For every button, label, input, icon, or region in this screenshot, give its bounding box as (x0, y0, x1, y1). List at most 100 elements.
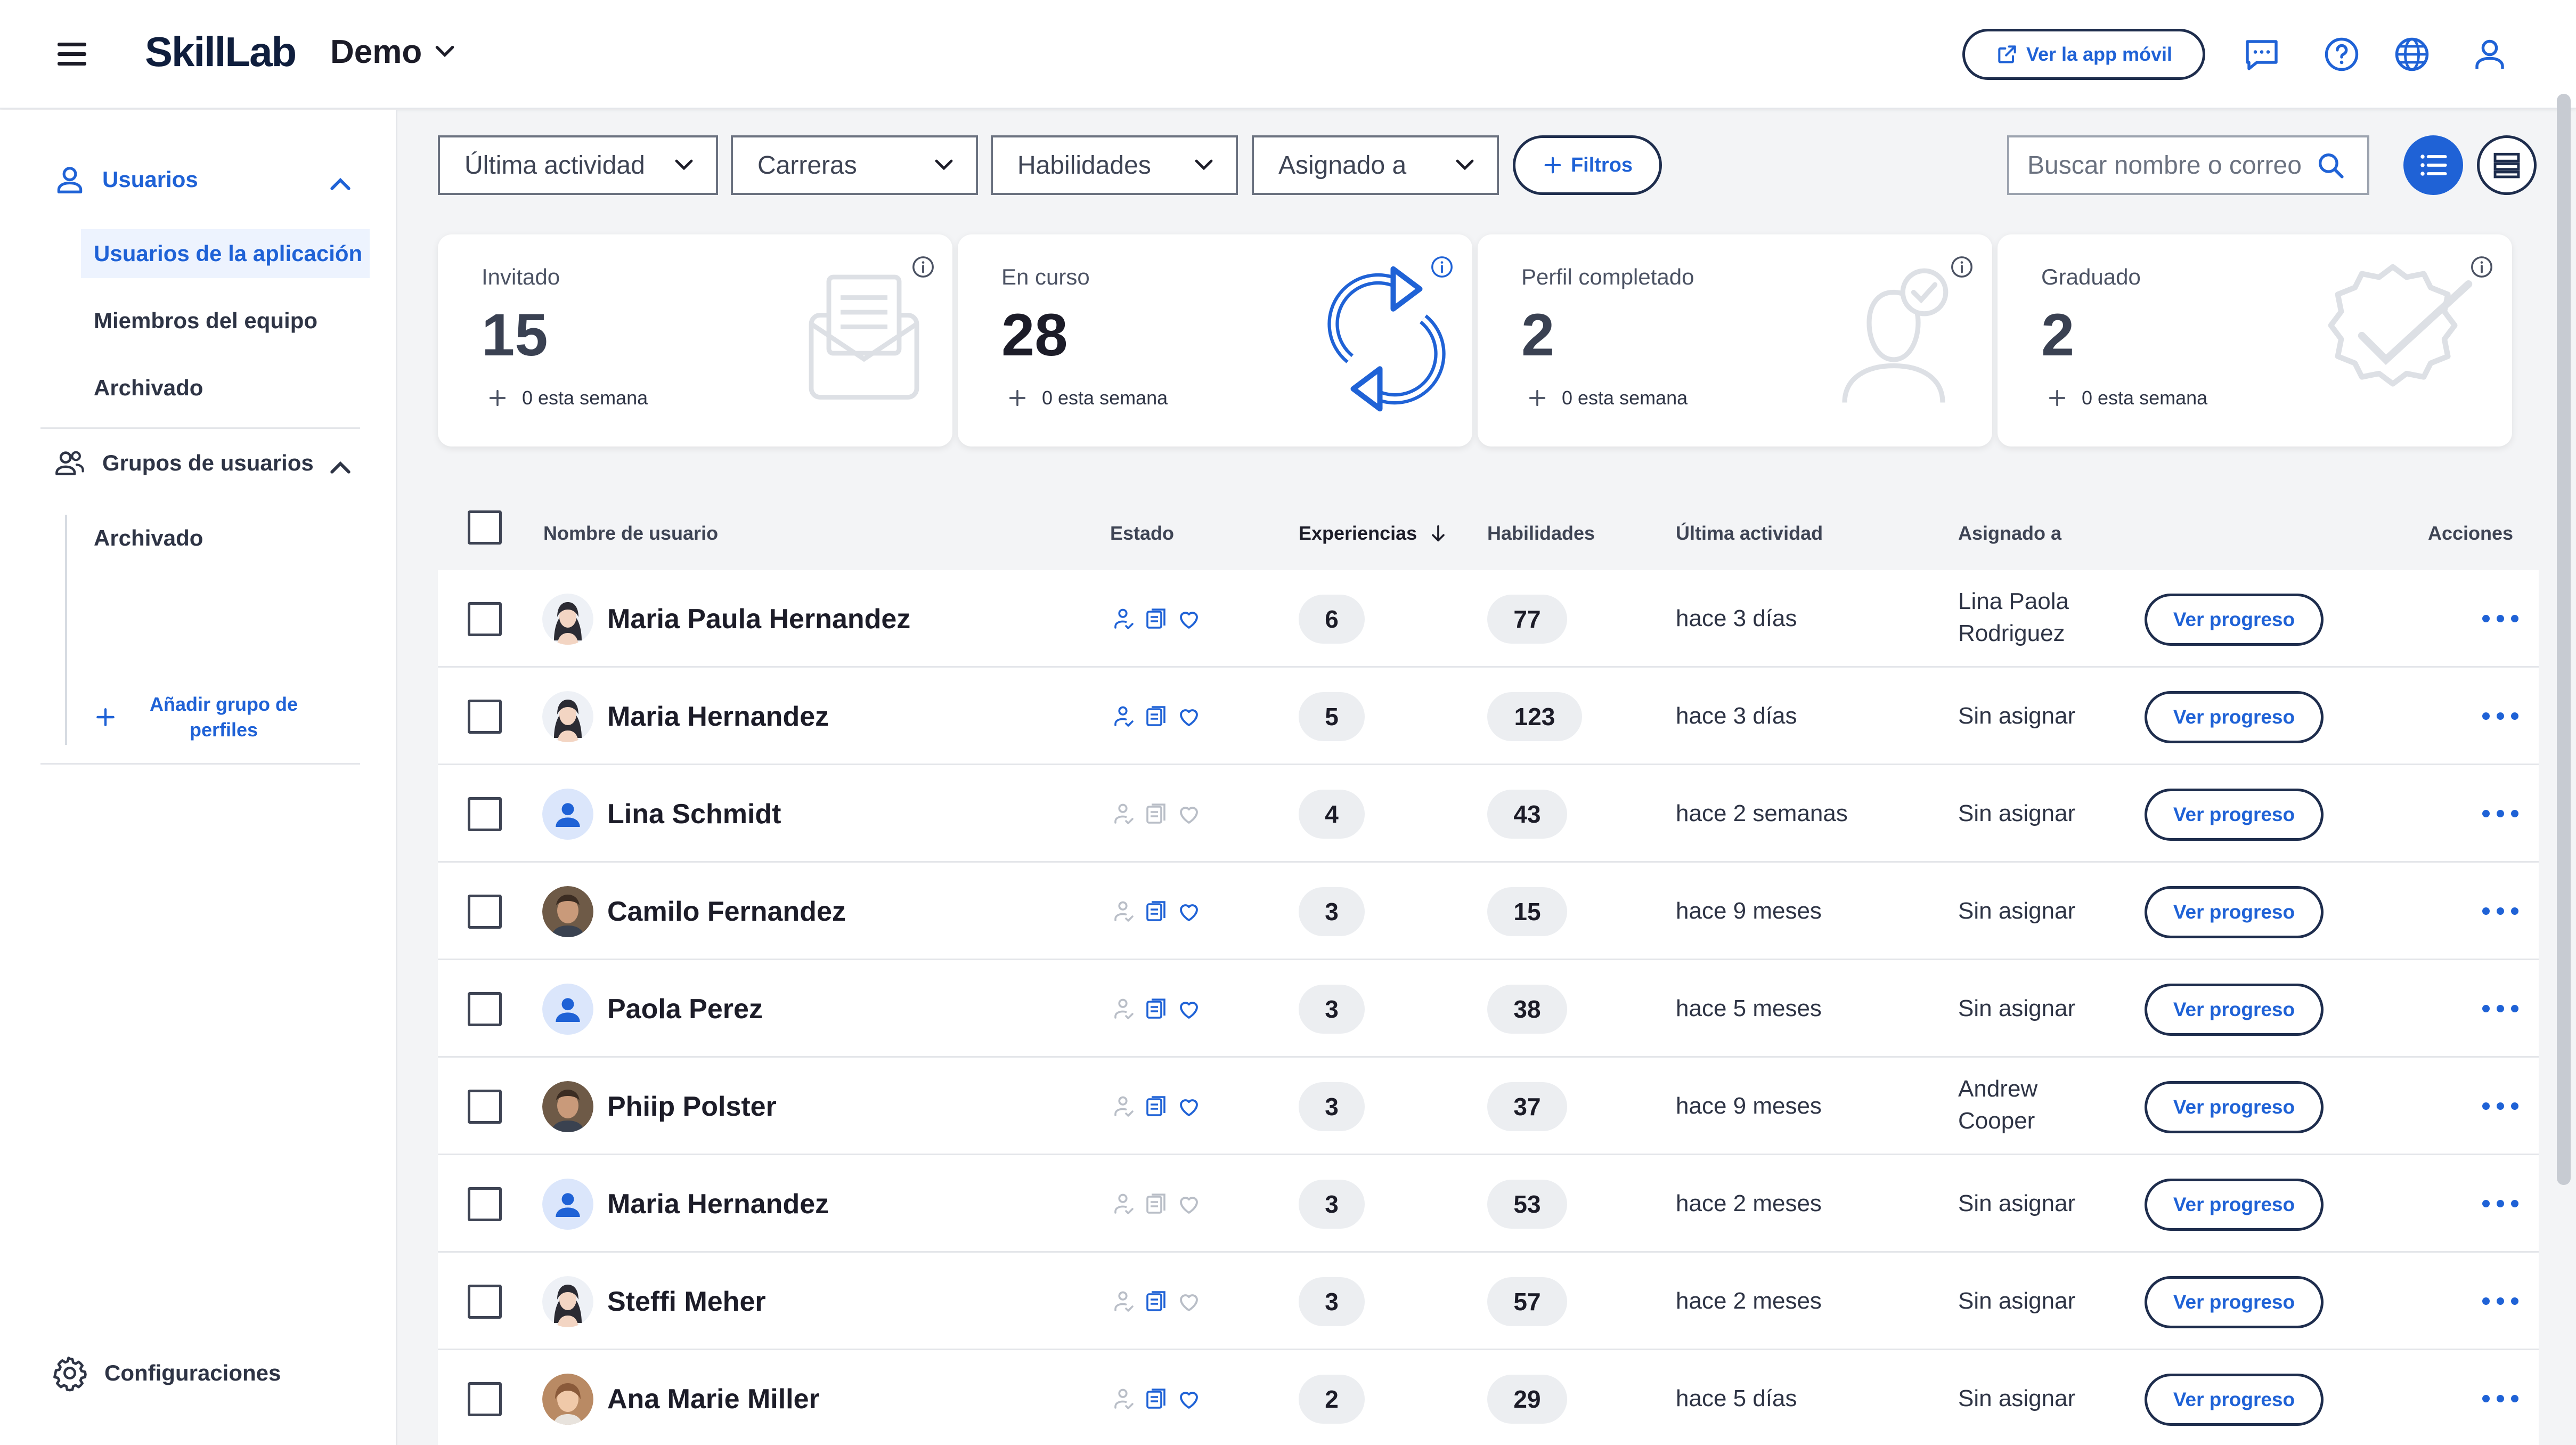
user-name[interactable]: Phiip Polster (607, 1091, 777, 1122)
row-checkbox[interactable] (468, 1382, 502, 1416)
more-actions-icon[interactable] (2482, 806, 2518, 822)
view-progress-button[interactable]: Ver progreso (2145, 1081, 2324, 1133)
sidebar-section-users[interactable]: Usuarios (53, 163, 198, 196)
row-checkbox[interactable] (468, 992, 502, 1026)
stat-card-invited[interactable]: Invitado 15 0 esta semana (438, 234, 952, 447)
sidebar-item-label: Archivado (94, 375, 203, 400)
select-all-checkbox[interactable] (468, 510, 502, 545)
more-actions-icon[interactable] (2482, 1098, 2518, 1114)
card-view-toggle[interactable] (2477, 135, 2537, 195)
person-check-icon (1114, 706, 1134, 727)
row-checkbox[interactable] (468, 797, 502, 831)
row-checkbox[interactable] (468, 1090, 502, 1124)
row-checkbox[interactable] (468, 602, 502, 636)
info-icon[interactable] (1430, 255, 1454, 279)
user-name[interactable]: Steffi Meher (607, 1286, 766, 1317)
column-header-experiences[interactable]: Experiencias (1299, 522, 1449, 545)
assigned-to: Sin asignar (1958, 1385, 2076, 1411)
filter-last-activity[interactable]: Última actividad (438, 135, 718, 195)
more-actions-icon[interactable] (2482, 1196, 2518, 1212)
more-actions-icon[interactable] (2482, 611, 2518, 627)
user-name[interactable]: Lina Schmidt (607, 799, 781, 830)
settings-link[interactable]: Configuraciones (51, 1354, 281, 1392)
stat-card-profile-complete[interactable]: Perfil completado 2 0 esta semana (1478, 234, 1992, 447)
sidebar-item-team-members[interactable]: Miembros del equipo (81, 296, 370, 345)
globe-icon[interactable] (2390, 32, 2434, 77)
table-row[interactable]: Maria Hernandez 3 53 hace 2 meses Sin asigna… (438, 1155, 2539, 1253)
row-checkbox[interactable] (468, 895, 502, 929)
column-header-last-activity[interactable]: Última actividad (1676, 522, 1823, 544)
scrollbar-thumb[interactable] (2557, 94, 2571, 1185)
more-actions-icon[interactable] (2482, 1391, 2518, 1407)
table-row[interactable]: Phiip Polster 3 37 hace 9 meses Andrew Cooper… (438, 1058, 2539, 1155)
view-progress-button[interactable]: Ver progreso (2145, 1276, 2324, 1328)
user-name[interactable]: Paola Perez (607, 994, 763, 1025)
more-filters-button[interactable]: Filtros (1513, 135, 1662, 195)
mobile-app-button[interactable]: Ver la app móvil (1962, 29, 2205, 80)
view-progress-button[interactable]: Ver progreso (2145, 886, 2324, 938)
more-actions-icon[interactable] (2482, 1001, 2518, 1017)
table-row[interactable]: Camilo Fernandez 3 15 hace 9 meses Sin asign… (438, 863, 2539, 960)
column-header-skills[interactable]: Habilidades (1487, 522, 1595, 544)
avatar (542, 1179, 593, 1230)
chat-icon[interactable] (2239, 32, 2284, 77)
stat-card-in-progress[interactable]: En curso 28 0 esta semana (958, 234, 1472, 447)
table-row[interactable]: Lina Schmidt 4 43 hace 2 semanas Sin asignar… (438, 765, 2539, 863)
more-actions-icon[interactable] (2482, 903, 2518, 919)
last-activity: hace 2 semanas (1676, 800, 1848, 826)
stat-card-graduated[interactable]: Graduado 2 0 esta semana (1998, 234, 2512, 447)
menu-icon[interactable] (58, 43, 86, 66)
stat-value: 28 (1001, 302, 1068, 368)
view-progress-button[interactable]: Ver progreso (2145, 594, 2324, 646)
row-checkbox[interactable] (468, 700, 502, 734)
search-input[interactable] (2027, 150, 2304, 180)
search-icon[interactable] (2315, 150, 2346, 181)
more-actions-icon[interactable] (2482, 708, 2518, 724)
view-progress-button[interactable]: Ver progreso (2145, 789, 2324, 841)
user-name[interactable]: Maria Hernandez (607, 1189, 829, 1220)
info-icon[interactable] (1950, 255, 1974, 279)
table-row[interactable]: Ana Marie Miller 2 29 hace 5 días Sin asigna… (438, 1350, 2539, 1445)
list-view-toggle[interactable] (2403, 135, 2463, 195)
plus-icon (2049, 389, 2066, 407)
sidebar-item-archived-groups[interactable]: Archivado (81, 514, 370, 563)
assigned-to: Sin asignar (1958, 995, 2076, 1021)
view-progress-button[interactable]: Ver progreso (2145, 1374, 2324, 1426)
sidebar-item-archived-users[interactable]: Archivado (81, 363, 370, 412)
view-progress-button[interactable]: Ver progreso (2145, 691, 2324, 743)
column-header-status[interactable]: Estado (1110, 522, 1175, 544)
filter-careers[interactable]: Carreras (731, 135, 978, 195)
experiences-count: 3 (1299, 887, 1365, 936)
filter-skills[interactable]: Habilidades (991, 135, 1238, 195)
user-name[interactable]: Maria Paula Hernandez (607, 604, 911, 635)
chevron-up-icon[interactable] (326, 171, 355, 199)
chevron-up-icon[interactable] (326, 454, 355, 483)
assigned-to: Sin asignar (1958, 1190, 2076, 1216)
view-progress-button[interactable]: Ver progreso (2145, 1179, 2324, 1231)
row-checkbox[interactable] (468, 1187, 502, 1221)
sidebar-section-groups[interactable]: Grupos de usuarios (53, 447, 314, 480)
more-actions-icon[interactable] (2482, 1293, 2518, 1309)
sidebar-item-app-users[interactable]: Usuarios de la aplicación (81, 229, 370, 278)
info-icon[interactable] (911, 255, 935, 279)
row-checkbox[interactable] (468, 1285, 502, 1319)
user-name[interactable]: Maria Hernandez (607, 701, 829, 732)
user-name[interactable]: Camilo Fernandez (607, 896, 846, 927)
column-header-assigned[interactable]: Asignado a (1958, 522, 2062, 544)
view-progress-button[interactable]: Ver progreso (2145, 984, 2324, 1036)
add-group-button[interactable]: Añadir grupo de perfiles (94, 692, 309, 743)
help-icon[interactable] (2319, 32, 2364, 77)
chevron-down-icon[interactable] (431, 38, 458, 65)
filter-assigned[interactable]: Asignado a (1252, 135, 1499, 195)
org-selector-label[interactable]: Demo (330, 34, 422, 70)
brand-logo[interactable]: SkillLab (145, 28, 297, 75)
info-icon[interactable] (2469, 255, 2494, 279)
table-row[interactable]: Maria Paula Hernandez 6 77 hace 3 días Lina … (438, 570, 2539, 668)
column-header-name[interactable]: Nombre de usuario (543, 522, 719, 544)
account-icon[interactable] (2467, 32, 2512, 77)
table-row[interactable]: Paola Perez 3 38 hace 5 meses Sin asignar Ver… (438, 960, 2539, 1058)
experiences-count: 3 (1299, 1082, 1365, 1131)
table-row[interactable]: Steffi Meher 3 57 hace 2 meses Sin asignar Ve… (438, 1253, 2539, 1350)
user-name[interactable]: Ana Marie Miller (607, 1384, 820, 1415)
table-row[interactable]: Maria Hernandez 5 123 hace 3 días Sin asigna… (438, 668, 2539, 765)
